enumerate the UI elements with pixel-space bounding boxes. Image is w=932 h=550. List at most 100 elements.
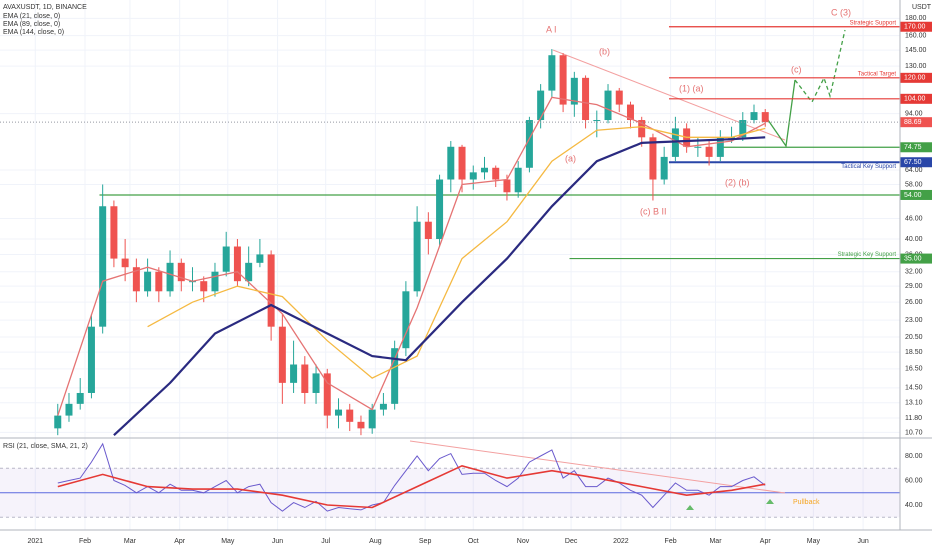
candle-body xyxy=(660,156,668,180)
candle-body xyxy=(694,146,702,148)
candle-body xyxy=(424,221,432,239)
candle-body xyxy=(436,179,444,239)
candle-body xyxy=(335,409,343,416)
indicator-label: EMA (89, close, 0) xyxy=(3,21,60,28)
candle-body xyxy=(368,409,376,429)
level-box-label: 104.00 xyxy=(904,96,926,103)
candle-body xyxy=(548,55,556,91)
x-tick-label: Apr xyxy=(174,538,186,545)
wave-label: (b) xyxy=(599,46,610,56)
candle-body xyxy=(256,254,264,263)
candle-body xyxy=(132,267,140,292)
candle-body xyxy=(155,271,163,292)
level-box-label: 35.00 xyxy=(904,255,922,262)
candle-body xyxy=(739,120,747,138)
y-tick-label: 11.80 xyxy=(905,415,922,422)
candle-body xyxy=(559,55,567,105)
pullback-label: Pullback xyxy=(793,499,820,506)
candle-body xyxy=(671,128,679,157)
x-tick-label: Dec xyxy=(565,538,578,545)
x-tick-label: Apr xyxy=(760,538,772,545)
level-box xyxy=(900,157,932,168)
candle-body xyxy=(480,167,488,173)
y-tick-label: 20.50 xyxy=(905,334,923,341)
level-name: Tactical Key Support xyxy=(841,164,896,170)
x-tick-label: Sep xyxy=(419,538,432,545)
y-tick-label: 29.00 xyxy=(905,283,923,290)
y-tick-label: 18.50 xyxy=(905,349,923,356)
last-price-label: 88.69 xyxy=(904,119,922,126)
level-box xyxy=(900,253,932,264)
wave-label: A I xyxy=(546,24,557,34)
candle-body xyxy=(54,415,62,429)
wave-label: (c) B II xyxy=(640,206,667,216)
x-tick-label: 2021 xyxy=(28,538,44,545)
symbol-title: AVAXUSDT, 1D, BINANCE xyxy=(3,4,87,11)
y-tick-label: 14.50 xyxy=(905,385,923,392)
candle-body xyxy=(65,403,73,416)
x-tick-label: Jun xyxy=(272,538,283,545)
level-box xyxy=(900,72,932,83)
candle-body xyxy=(413,221,421,292)
candle-body xyxy=(638,120,646,138)
y-tick-label: 130.00 xyxy=(905,63,927,70)
y-tick-label: 16.50 xyxy=(905,366,923,373)
candle-body xyxy=(593,120,601,122)
grid xyxy=(0,0,900,530)
wave-label: C (3) xyxy=(831,7,851,17)
level-name: Tactical Target xyxy=(858,71,897,77)
x-tick-label: Aug xyxy=(369,538,382,545)
candle-body xyxy=(278,326,286,383)
x-tick-label: Feb xyxy=(79,538,91,545)
candle-body xyxy=(537,90,545,121)
candle-body xyxy=(121,258,129,268)
level-name: Strategic Support xyxy=(850,20,897,26)
ema-line xyxy=(113,136,766,437)
y-tick-label: 64.00 xyxy=(905,167,923,174)
candle-body xyxy=(200,281,208,292)
candle-body xyxy=(87,326,95,393)
candle-body xyxy=(144,271,152,292)
level-box-label: 120.00 xyxy=(904,75,926,82)
rsi-title: RSI (21, close, SMA, 21, 2) xyxy=(3,443,88,450)
candle-body xyxy=(301,364,309,393)
candle-body xyxy=(716,137,724,157)
candle-body xyxy=(525,120,533,168)
wave-label: (a) xyxy=(565,153,576,163)
candle-body xyxy=(379,403,387,410)
candle-body xyxy=(110,206,118,259)
candle-body xyxy=(492,167,500,180)
y-tick-label: 58.00 xyxy=(905,181,923,188)
x-tick-label: Mar xyxy=(124,538,137,545)
rsi-line xyxy=(57,442,766,512)
candle-body xyxy=(604,90,612,121)
y-tick-label: 10.70 xyxy=(905,429,923,436)
candle-body xyxy=(323,373,331,416)
candle-body xyxy=(447,146,455,180)
indicator-label: EMA (144, close, 0) xyxy=(3,29,64,36)
x-tick-label: Feb xyxy=(665,538,677,545)
candle-body xyxy=(267,254,275,327)
rsi-tick-label: 60.00 xyxy=(905,477,923,484)
y-tick-label: 94.00 xyxy=(905,110,923,117)
y-tick-label: 23.00 xyxy=(905,317,923,324)
rsi-tick-label: 80.00 xyxy=(905,453,923,460)
y-tick-label: 13.10 xyxy=(905,400,923,407)
candle-body xyxy=(750,112,758,121)
trendline xyxy=(552,49,786,141)
indicator-label: EMA (21, close, 0) xyxy=(3,13,60,20)
rsi-tick-label: 40.00 xyxy=(905,502,923,509)
y-tick-label: 145.00 xyxy=(905,47,927,54)
x-tick-label: Jun xyxy=(857,538,868,545)
y-tick-label: 46.00 xyxy=(905,215,923,222)
y-tick-label: 180.00 xyxy=(905,15,927,22)
candle-body xyxy=(290,364,298,383)
y-tick-label: 160.00 xyxy=(905,32,927,39)
candle-body xyxy=(514,167,522,193)
level-box-label: 170.00 xyxy=(904,24,926,31)
candle-body xyxy=(312,373,320,393)
y-tick-label: 26.00 xyxy=(905,299,923,306)
level-box xyxy=(900,21,932,32)
candle-body xyxy=(391,348,399,404)
